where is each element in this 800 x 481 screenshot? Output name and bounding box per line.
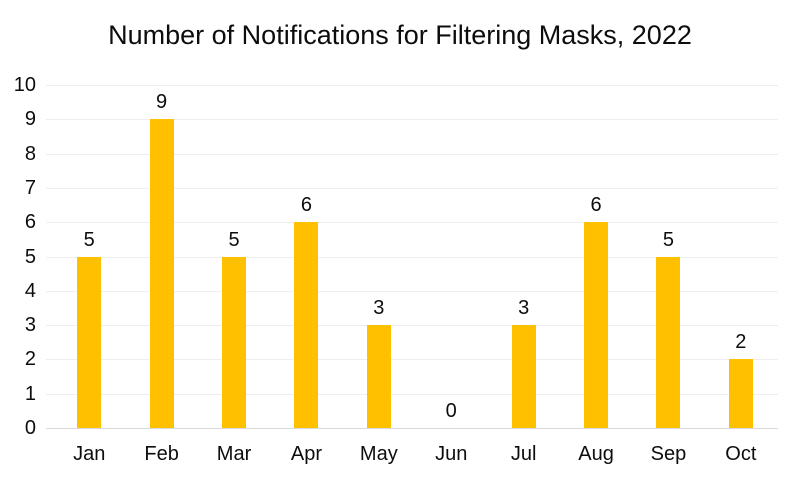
x-tick-label: Apr (290, 443, 322, 465)
bar-column: 3 (343, 85, 415, 428)
bar (728, 359, 753, 428)
bar (149, 119, 174, 428)
x-axis-line (46, 428, 778, 429)
bar (584, 222, 609, 428)
gridline (46, 290, 778, 292)
x-tick-label: Sep (650, 443, 687, 465)
gridline (46, 187, 778, 189)
gridline (46, 222, 778, 224)
bar-column: 6 (270, 85, 342, 428)
y-tick-label: 8 (24, 142, 36, 165)
bar (656, 256, 681, 428)
gridlines (46, 85, 778, 428)
bar-value-label: 6 (300, 194, 312, 217)
y-tick-label: 1 (24, 382, 36, 405)
bar (366, 325, 391, 428)
bar-value-label: 0 (445, 400, 457, 422)
bar-column: 5 (53, 85, 125, 428)
bar-value-label: 2 (735, 331, 747, 354)
y-tick-label: 0 (24, 417, 36, 439)
bar-column: 2 (705, 85, 777, 428)
bar-value-label: 3 (518, 297, 530, 320)
chart-title: Number of Notifications for Filtering Ma… (108, 20, 692, 50)
gridline (46, 153, 778, 155)
x-tick-label: Jun (435, 443, 468, 465)
bar (511, 325, 536, 428)
y-tick-label: 3 (24, 314, 36, 337)
y-tick-label: 6 (24, 211, 36, 234)
bar-value-label: 6 (590, 194, 602, 217)
x-tick-label: Mar (216, 443, 252, 465)
gridline (46, 359, 778, 361)
y-tick-label: 10 (13, 74, 36, 96)
bar (77, 256, 102, 428)
y-tick-label: 7 (24, 176, 36, 199)
y-tick-label: 9 (24, 108, 36, 131)
bar-column: 0 (415, 85, 487, 428)
bar (294, 222, 319, 428)
bar-column: 5 (632, 85, 704, 428)
bar-value-label: 5 (228, 228, 240, 251)
y-tick-label: 2 (24, 348, 36, 371)
bar (222, 256, 247, 428)
plot-area: 5 9 5 6 3 0 3 6 5 2 (53, 85, 777, 428)
x-tick-label: Aug (578, 443, 614, 465)
bar-column: 9 (125, 85, 197, 428)
bar-column: 5 (198, 85, 270, 428)
gridline (46, 119, 778, 121)
x-tick-label: Feb (144, 443, 179, 465)
gridline (46, 393, 778, 395)
bar-value-label: 9 (156, 91, 168, 114)
gridline (46, 85, 778, 86)
x-tick-label: Oct (725, 443, 757, 465)
bar-value-label: 5 (662, 228, 675, 251)
bar-value-label: 3 (373, 297, 385, 320)
x-tick-label: May (359, 443, 398, 465)
x-axis-labels: Jan Feb Mar Apr May Jun Jul Aug Sep Oct (53, 428, 777, 465)
bar-value-label: 5 (83, 228, 95, 251)
y-tick-label: 4 (24, 279, 36, 302)
y-tick-label: 5 (24, 245, 36, 268)
x-tick-label: Jan (73, 443, 106, 465)
gridline (46, 256, 778, 258)
y-axis-labels: 0 1 2 3 4 5 6 7 8 9 10 (0, 75, 36, 438)
bar-column: 3 (487, 85, 559, 428)
gridline (46, 325, 778, 327)
bar-column: 6 (560, 85, 632, 428)
x-tick-label: Jul (510, 443, 537, 465)
